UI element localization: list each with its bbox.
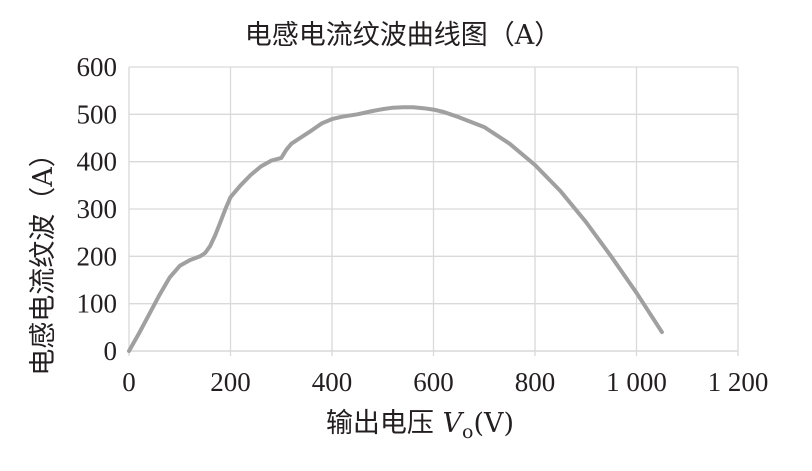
x-tick-label: 400	[312, 367, 353, 397]
series-layer	[127, 105, 664, 353]
series-line	[127, 105, 664, 353]
x-axis-label-variable: V	[443, 408, 465, 439]
x-axis-label-prefix: 输出电压	[326, 408, 443, 439]
axes	[128, 350, 739, 356]
y-tick-label: 300	[77, 194, 118, 224]
x-axis-label-subscript: o	[462, 421, 473, 443]
y-tick-label: 400	[77, 147, 118, 177]
chart-title: 电感电流纹波曲线图（A）	[245, 20, 562, 51]
y-tick-label: 500	[77, 99, 118, 129]
y-tick-label: 600	[77, 52, 118, 82]
y-axis-label: 电感电流纹波（A）	[28, 140, 59, 376]
y-tick-label: 200	[77, 241, 118, 271]
x-tick-label: 600	[413, 367, 454, 397]
x-axis-label: 输出电压 Vo(V)	[326, 408, 514, 443]
x-tick-label: 800	[515, 367, 556, 397]
x-tick-label: 0	[122, 367, 136, 397]
x-tick-label: 1 000	[606, 367, 667, 397]
x-tick-label: 200	[210, 367, 251, 397]
grid	[128, 66, 739, 351]
x-tick-label: 1 200	[708, 367, 769, 397]
x-axis-label-suffix: (V)	[473, 408, 514, 439]
y-tick-label: 100	[77, 289, 118, 319]
y-tick-labels: 0 100 200 300 400 500 600	[77, 52, 118, 366]
y-tick-label: 0	[104, 336, 118, 366]
x-tick-labels: 0 200 400 600 800 1 000 1 200	[122, 367, 768, 397]
